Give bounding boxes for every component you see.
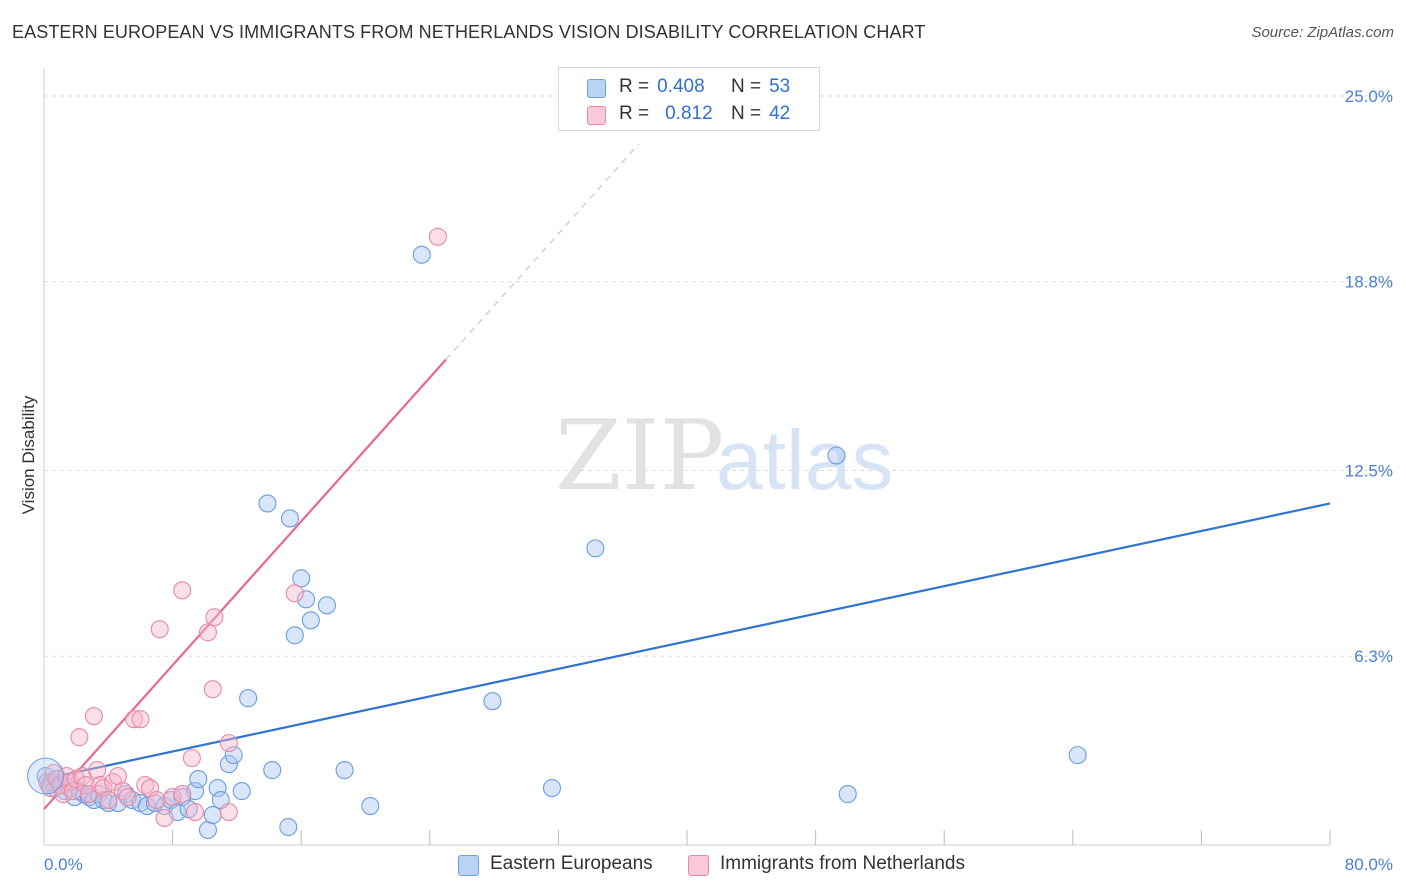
data-point-pink — [205, 608, 224, 627]
y-tick-label: 6.3% — [1354, 647, 1393, 666]
y-tick-label: 18.8% — [1345, 273, 1393, 292]
legend-n: N = 53 — [731, 76, 791, 97]
data-point-blue — [361, 797, 380, 816]
watermark-atlas: atlas — [716, 413, 893, 507]
data-point-pink — [155, 808, 174, 828]
data-point-pink — [94, 779, 113, 798]
data-point-blue — [280, 509, 299, 528]
y-tick-label: 12.5% — [1345, 461, 1393, 480]
data-point-blue — [1068, 746, 1087, 765]
data-point-blue — [84, 791, 103, 810]
data-point-pink — [118, 788, 137, 807]
data-point-blue — [838, 785, 857, 804]
gridlines — [44, 95, 1395, 657]
data-point-blue — [317, 596, 336, 615]
x-tick-label: 80.0% — [1345, 855, 1393, 874]
data-point-blue — [301, 611, 320, 630]
data-point-pink — [108, 767, 127, 786]
data-point-pink — [147, 791, 166, 810]
data-point-pink — [113, 782, 132, 801]
trendline-extension-pink — [445, 143, 640, 361]
y-tick-labels: 6.3% 12.5% 18.8% 25.0% — [1345, 87, 1393, 666]
legend-swatch-blue — [458, 855, 479, 876]
data-points — [27, 227, 1087, 840]
data-point-pink — [70, 728, 89, 747]
legend-r: R = 0.812 — [619, 103, 713, 124]
trendline-blue — [43, 502, 1331, 781]
legend-row-eastern-europeans: R = 0.408 N = 53 — [559, 74, 819, 100]
series-legend: Eastern Europeans Immigrants from Nether… — [0, 852, 1406, 878]
data-point-pink — [186, 802, 205, 822]
data-point-blue — [198, 820, 218, 840]
trendline-pink — [43, 358, 447, 810]
data-point-pink — [219, 734, 238, 753]
data-point-pink — [428, 227, 447, 246]
data-point-pink — [150, 620, 169, 639]
data-point-blue — [279, 817, 298, 837]
data-point-pink — [203, 680, 222, 699]
data-point-blue — [335, 761, 354, 780]
data-point-pink — [285, 584, 304, 603]
watermark-zip: ZIP — [555, 400, 724, 512]
legend-n: N = 42 — [731, 103, 791, 124]
data-point-blue — [203, 805, 222, 825]
data-point-pink — [136, 776, 155, 795]
data-point-pink — [182, 749, 201, 768]
y-axis-label: Vision Disability — [19, 395, 38, 514]
legend-r: R = 0.408 — [619, 76, 705, 97]
data-point-pink — [131, 710, 150, 729]
data-point-blue — [263, 761, 282, 780]
data-point-pink — [219, 802, 238, 822]
data-point-pink — [173, 785, 192, 804]
y-tick-label: 25.0% — [1345, 87, 1393, 106]
correlation-legend: R = 0.408 N = 53 R = 0.812 N = 42 — [558, 67, 820, 131]
data-point-blue — [412, 245, 431, 264]
legend-row-netherlands: R = 0.812 N = 42 — [559, 101, 819, 127]
data-point-pink — [198, 623, 218, 642]
chart-title: EASTERN EUROPEAN VS IMMIGRANTS FROM NETH… — [12, 22, 926, 42]
data-point-blue — [285, 626, 304, 645]
data-point-blue — [232, 782, 251, 801]
data-point-blue — [208, 779, 227, 798]
legend-label: Immigrants from Netherlands — [720, 853, 965, 874]
data-point-blue — [239, 689, 258, 708]
data-point-blue — [296, 590, 316, 609]
legend-swatch-pink — [587, 106, 606, 125]
axes — [43, 68, 1331, 846]
legend-label: Eastern Europeans — [490, 853, 653, 874]
data-point-pink — [87, 761, 107, 780]
data-point-blue — [75, 785, 94, 804]
data-point-blue — [292, 569, 311, 588]
x-tick-label: 0.0% — [44, 855, 83, 874]
data-point-blue — [219, 755, 238, 774]
data-point-blue — [89, 785, 108, 804]
data-point-pink — [173, 581, 192, 600]
data-point-pink — [99, 791, 118, 810]
data-point-blue — [827, 446, 846, 465]
data-point-blue — [542, 779, 562, 798]
data-point-blue — [258, 494, 277, 513]
data-point-blue — [483, 692, 502, 711]
data-point-cluster — [27, 757, 65, 795]
data-point-pink — [124, 710, 144, 729]
source-attribution: Source: ZipAtlas.com — [1251, 24, 1394, 41]
legend-swatch-pink — [688, 855, 709, 876]
trendlines — [43, 143, 1331, 810]
data-point-pink — [104, 773, 123, 792]
data-point-blue — [189, 770, 208, 789]
data-point-blue — [224, 746, 243, 765]
data-point-pink — [84, 707, 103, 726]
data-point-blue — [586, 539, 605, 558]
x-tick-labels: 0.0% 80.0% — [44, 855, 1393, 874]
legend-swatch-blue — [587, 79, 606, 98]
